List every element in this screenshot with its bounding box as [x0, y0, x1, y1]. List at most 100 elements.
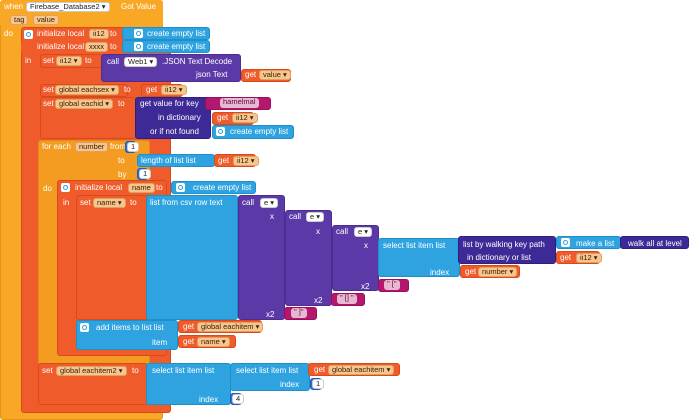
text-quote-close[interactable]: " ]": [291, 308, 307, 318]
gear-icon[interactable]: [24, 30, 33, 39]
get-ii12-dropdown[interactable]: ii12: [576, 253, 602, 263]
x2-label: x2: [314, 296, 323, 305]
select-list-item-inner-block[interactable]: [230, 363, 310, 391]
get-name-dropdown[interactable]: name: [197, 337, 230, 347]
get-value-dropdown[interactable]: value: [259, 70, 291, 80]
gear-icon[interactable]: [61, 183, 70, 192]
x-label: x: [270, 212, 274, 221]
gear-icon[interactable]: [561, 238, 570, 247]
set-label: set: [43, 85, 54, 94]
gear-icon[interactable]: [134, 29, 143, 38]
math-one[interactable]: 1: [139, 169, 152, 179]
list-from-csv-label: list from csv row text: [150, 198, 223, 207]
list-by-walking-label: list by walking key path: [463, 240, 545, 249]
get-eachitem-dropdown[interactable]: global eachitem: [328, 365, 395, 375]
get-label: get: [218, 156, 230, 165]
create-empty-list-block[interactable]: [171, 181, 256, 194]
call-e-block-1[interactable]: [238, 195, 285, 320]
set-label: set: [42, 366, 53, 375]
text-quote-empty[interactable]: " [] ": [337, 294, 357, 304]
e-dropdown[interactable]: e: [354, 227, 373, 237]
to-label: to: [156, 183, 163, 192]
var-name[interactable]: name: [128, 183, 155, 193]
add-items-label: add items to list list: [96, 323, 164, 332]
event-do-label: do: [4, 29, 13, 38]
to-label: to: [132, 366, 139, 375]
param-tag[interactable]: tag: [10, 15, 29, 25]
get-ii12-dropdown[interactable]: ii12: [161, 85, 187, 95]
create-empty-list-label: create empty list: [193, 183, 252, 192]
call-label: call: [107, 57, 120, 66]
var-eachsex-dropdown[interactable]: global eachsex: [55, 85, 119, 95]
create-empty-list-block[interactable]: [212, 125, 294, 139]
json-decode-label: .JSON Text Decode: [162, 57, 233, 66]
create-empty-list-label: create empty list: [230, 127, 289, 136]
list-from-csv-block[interactable]: [146, 195, 238, 320]
index-label: index: [199, 395, 219, 404]
or-if-not-found-label: or if not found: [150, 127, 199, 136]
in-dictionary-label: in dictionary: [158, 113, 201, 122]
e-dropdown[interactable]: e: [260, 198, 279, 208]
math-one[interactable]: 1: [312, 379, 325, 389]
create-empty-list-block[interactable]: [122, 40, 210, 53]
e-dropdown[interactable]: e: [306, 212, 325, 222]
make-a-list-label: make a list: [576, 239, 615, 248]
get-label: get: [314, 365, 326, 374]
get-eachitem-dropdown[interactable]: global eachitem: [197, 322, 264, 332]
get-ii12-dropdown[interactable]: ii12: [232, 113, 258, 123]
get-value-for-key-block[interactable]: [135, 97, 211, 139]
event-name-label: Got Value: [121, 2, 156, 11]
set-label: set: [43, 99, 54, 108]
var-eachitem2-dropdown[interactable]: global eachitem2: [56, 366, 127, 376]
var-eachid-dropdown[interactable]: global eachid: [55, 99, 114, 109]
get-label: get: [245, 70, 257, 79]
get-value-for-key-label: get value for key: [140, 99, 199, 108]
index-label: index: [280, 380, 300, 389]
var-ii12[interactable]: ii12: [89, 29, 109, 39]
get-number-dropdown[interactable]: number: [478, 267, 518, 277]
select-list-item-label: select list item list: [236, 366, 299, 375]
for-each-label: for each: [42, 142, 71, 151]
gear-icon[interactable]: [134, 42, 143, 51]
var-number[interactable]: number: [75, 142, 109, 152]
get-label: get: [217, 113, 229, 122]
get-label: get: [183, 337, 195, 346]
gear-icon[interactable]: [176, 183, 185, 192]
get-ii12-dropdown[interactable]: ii12: [233, 156, 259, 166]
math-four[interactable]: 4: [232, 394, 245, 404]
to-label: to: [85, 56, 92, 65]
call-web1-json-decode-block[interactable]: [101, 54, 241, 82]
gear-icon[interactable]: [216, 127, 225, 136]
call-e-block-2[interactable]: [285, 210, 332, 306]
get-label: get: [465, 267, 477, 276]
length-of-list-label: length of list list: [141, 156, 196, 165]
create-empty-list-label: create empty list: [147, 29, 206, 38]
select-list-item-outer-block[interactable]: [146, 363, 231, 405]
var-name-dropdown[interactable]: name: [93, 198, 126, 208]
list-by-walking-block[interactable]: [458, 236, 556, 264]
add-items-block[interactable]: [76, 320, 178, 350]
in-label: in: [63, 198, 70, 207]
var-ii12-dropdown[interactable]: ii12: [56, 56, 82, 66]
event-component-dropdown[interactable]: Firebase_Database2: [26, 2, 110, 12]
x2-label: x2: [361, 282, 370, 291]
text-quote-open[interactable]: " [": [384, 280, 400, 290]
var-xxxx[interactable]: xxxx: [85, 42, 108, 52]
by-label: by: [118, 170, 127, 179]
param-value[interactable]: value: [33, 15, 59, 25]
from-label: from: [110, 142, 126, 151]
to-label: to: [118, 99, 125, 108]
x-label: x: [316, 227, 320, 236]
math-one[interactable]: 1: [127, 142, 140, 152]
init-local-label: initialize local: [37, 42, 85, 51]
in-dict-or-list-label: in dictionary or list: [467, 253, 532, 262]
select-list-item-block[interactable]: [378, 238, 460, 277]
event-when-label: when: [4, 2, 24, 11]
create-empty-list-block[interactable]: [122, 27, 210, 40]
web1-dropdown[interactable]: Web1: [124, 57, 158, 67]
set-name-block[interactable]: [76, 195, 148, 320]
gear-icon[interactable]: [80, 323, 89, 332]
call-label: call: [242, 198, 255, 207]
to-label: to: [110, 29, 117, 38]
text-hamelmal[interactable]: hamelmal: [220, 98, 259, 108]
